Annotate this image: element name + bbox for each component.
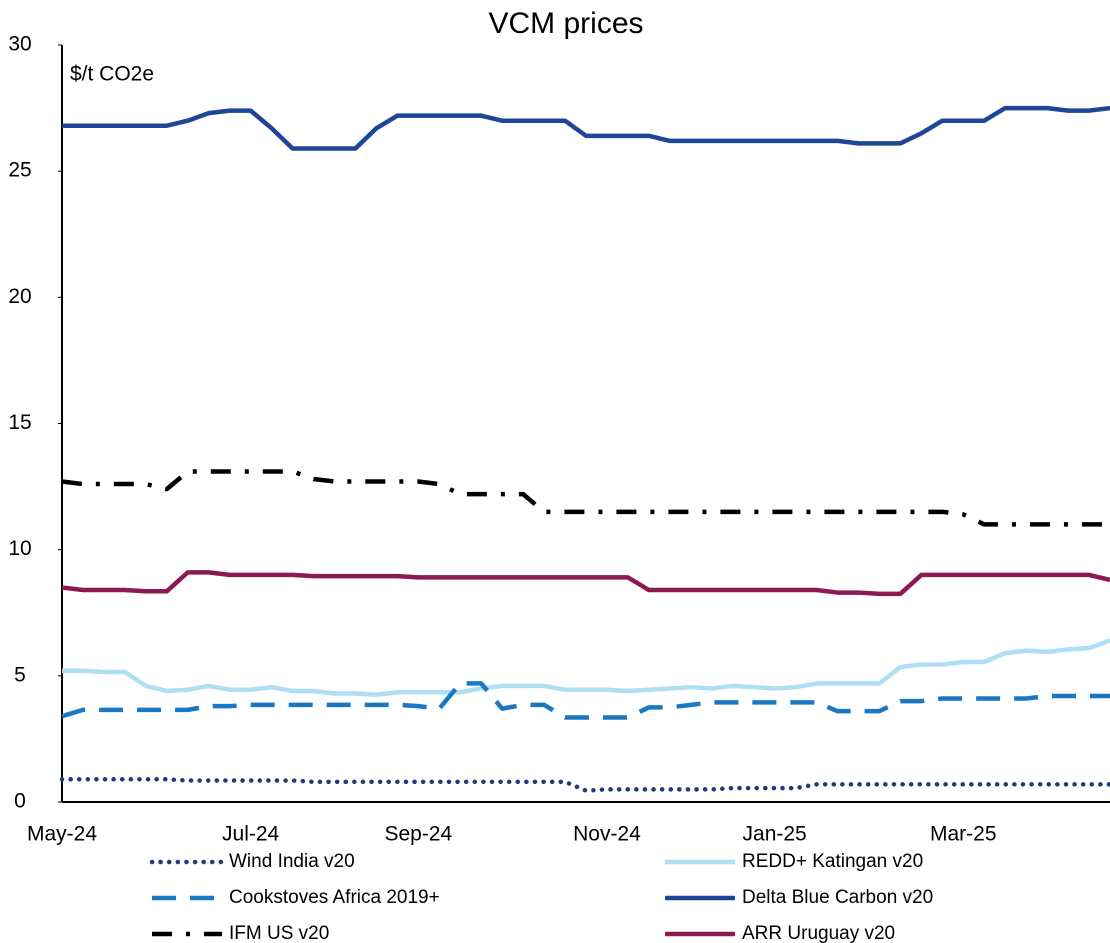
series-line xyxy=(62,638,1110,698)
series-line xyxy=(62,105,1110,151)
x-tick-label: Nov-24 xyxy=(573,823,641,846)
legend-label: ARR Uruguay v20 xyxy=(742,923,895,943)
y-tick-label: 5 xyxy=(14,663,26,686)
y-tick-label: 30 xyxy=(8,33,31,56)
x-tick-label: Jul-24 xyxy=(222,823,280,846)
legend-label: IFM US v20 xyxy=(229,923,329,943)
legend-label: Delta Blue Carbon v20 xyxy=(742,887,933,908)
legend-label: Wind India v20 xyxy=(229,851,355,872)
x-tick-label: May-24 xyxy=(27,823,97,846)
series-line xyxy=(61,469,1110,527)
legend-label: Cookstoves Africa 2019+ xyxy=(229,887,440,908)
y-axis-label: $/t CO2e xyxy=(70,63,154,86)
y-tick-label: 25 xyxy=(8,159,31,182)
series-line xyxy=(59,777,1110,793)
series-line xyxy=(61,570,1110,597)
y-tick-label: 0 xyxy=(14,790,26,813)
series-line xyxy=(61,681,1110,720)
y-tick-label: 10 xyxy=(8,537,31,560)
y-tick-label: 15 xyxy=(8,411,31,434)
x-tick-label: Jan-25 xyxy=(743,823,807,846)
x-tick-label: Mar-25 xyxy=(930,823,997,846)
chart-title: VCM prices xyxy=(488,7,643,40)
y-tick-label: 20 xyxy=(8,285,31,308)
x-tick-label: Sep-24 xyxy=(384,823,452,846)
legend-label: REDD+ Katingan v20 xyxy=(742,851,923,872)
